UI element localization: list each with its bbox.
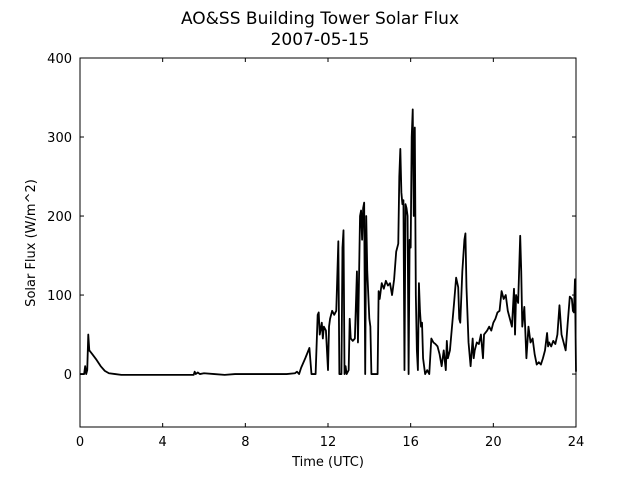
x-tick-label: 12 (320, 435, 337, 450)
y-axis-label: Solar Flux (W/m^2) (24, 179, 39, 307)
x-tick-label: 24 (568, 435, 585, 450)
chart-subtitle: 2007-05-15 (271, 30, 370, 50)
x-axis-label: Time (UTC) (291, 455, 364, 470)
x-tick-label: 0 (76, 435, 84, 450)
y-tick-label: 0 (64, 368, 72, 383)
y-tick-label: 400 (47, 52, 72, 67)
data-line (80, 108, 577, 376)
x-tick-label: 8 (241, 435, 249, 450)
x-tick-label: 4 (159, 435, 167, 450)
x-tick-label: 20 (485, 435, 502, 450)
y-tick-label: 100 (47, 289, 72, 304)
y-tick-label: 200 (47, 210, 72, 225)
chart-title: AO&SS Building Tower Solar Flux (181, 9, 459, 29)
x-tick-label: 16 (402, 435, 419, 450)
plot-frame (79, 57, 577, 428)
y-tick-label: 300 (47, 131, 72, 146)
